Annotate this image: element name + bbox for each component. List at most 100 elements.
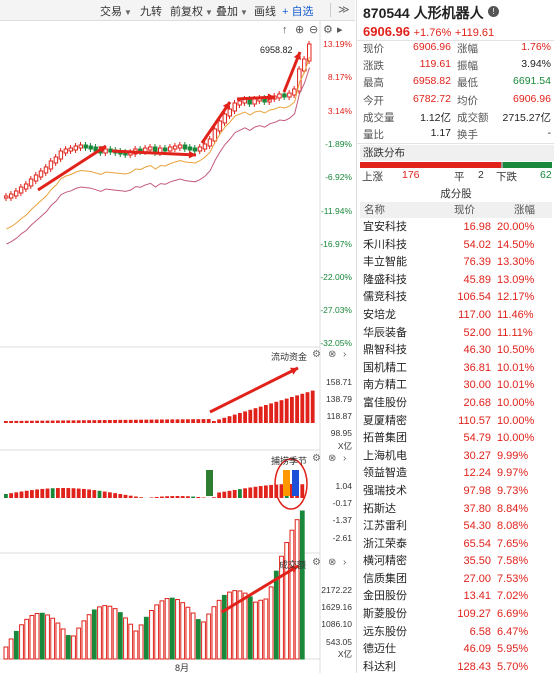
- component-change: 10.00%: [497, 413, 551, 431]
- fund-flow-bar: [4, 421, 8, 423]
- chevron-right-icon[interactable]: ›: [343, 349, 346, 360]
- distribution-title: 涨跌分布: [360, 145, 554, 161]
- chevron-right-icon[interactable]: ›: [343, 557, 346, 568]
- fund-flow-bar: [306, 392, 310, 423]
- zoom-out-icon[interactable]: ⊖: [309, 23, 318, 36]
- toolbar-draw[interactable]: 画线: [254, 3, 276, 19]
- candle-body: [173, 146, 176, 149]
- season-bar: [280, 484, 284, 498]
- change-percent: +1.76%: [414, 27, 452, 39]
- volume-bar: [61, 629, 65, 659]
- header-change[interactable]: 涨幅: [514, 202, 535, 218]
- volume-bar: [25, 619, 29, 659]
- component-name: 宜安科技: [363, 219, 407, 237]
- volume-bar: [264, 599, 268, 659]
- gear-icon[interactable]: ⚙: [312, 453, 321, 464]
- toolbar-adjust[interactable]: 前复权▼: [170, 3, 213, 19]
- header-name[interactable]: 名称: [364, 202, 385, 218]
- gear-icon[interactable]: ⚙: [312, 557, 321, 568]
- up-label: 上涨: [362, 169, 383, 184]
- header-price[interactable]: 现价: [454, 202, 475, 218]
- toolbar-trade[interactable]: 交易▼: [100, 3, 132, 19]
- volume-bar: [103, 606, 107, 659]
- volume-bar: [155, 605, 159, 659]
- candle-body: [44, 167, 47, 173]
- close-icon[interactable]: ⊗: [328, 557, 336, 568]
- gear-icon[interactable]: ⚙: [312, 349, 321, 360]
- fund-flow-bar: [202, 419, 206, 423]
- component-change: 10.01%: [497, 377, 551, 395]
- component-change: 14.50%: [497, 237, 551, 255]
- close-icon[interactable]: ⊗: [328, 349, 336, 360]
- season-bar: [264, 485, 268, 498]
- kline-chart-canvas[interactable]: [0, 0, 355, 673]
- season-bar: [202, 497, 206, 498]
- main-axis-label: -27.03%: [320, 305, 352, 315]
- fund-flow-bar: [290, 397, 294, 423]
- add-self-select-button[interactable]: + 自选: [282, 3, 313, 19]
- candle-body: [183, 145, 186, 149]
- fund-flow-bar: [160, 420, 164, 424]
- fund-flow-bar: [243, 411, 247, 423]
- high-price-annotation: 6958.82: [260, 45, 293, 55]
- volume-bar: [87, 615, 91, 659]
- metric-label: 成交量: [363, 110, 395, 125]
- candle-body: [5, 196, 8, 198]
- toolbar-more-button[interactable]: ≫: [338, 3, 350, 16]
- chevron-right-icon[interactable]: ›: [343, 453, 346, 464]
- collapse-icon[interactable]: ▸: [337, 23, 343, 36]
- component-change: 9.97%: [497, 465, 551, 483]
- settings-gear-icon[interactable]: ⚙: [323, 23, 333, 36]
- candle-body: [293, 89, 296, 95]
- season-bar: [150, 497, 154, 498]
- component-name: 拓普集团: [363, 430, 407, 448]
- up-arrow-icon[interactable]: ↑: [282, 24, 288, 36]
- toolbar-nine-turn[interactable]: 九转: [140, 3, 162, 19]
- fund-flow-bar: [150, 420, 154, 423]
- info-icon[interactable]: !: [488, 6, 499, 17]
- fund-unit-label: X亿: [338, 440, 352, 452]
- fund-flow-bar: [103, 420, 107, 423]
- volume-bar: [14, 631, 18, 659]
- candle-body: [218, 121, 221, 131]
- component-change: 7.02%: [497, 588, 551, 606]
- candle-body: [198, 147, 201, 151]
- volume-bar: [66, 636, 70, 659]
- close-icon[interactable]: ⊗: [328, 453, 336, 464]
- fund-flow-bar: [35, 421, 39, 423]
- toolbar-overlay[interactable]: 叠加▼: [216, 3, 248, 19]
- fund-flow-bar: [228, 416, 232, 423]
- fund-flow-bar: [170, 419, 174, 423]
- zoom-in-icon[interactable]: ⊕: [295, 23, 304, 36]
- fund-flow-bar: [285, 399, 289, 423]
- season-bar: [25, 491, 29, 498]
- component-change: 9.99%: [497, 448, 551, 466]
